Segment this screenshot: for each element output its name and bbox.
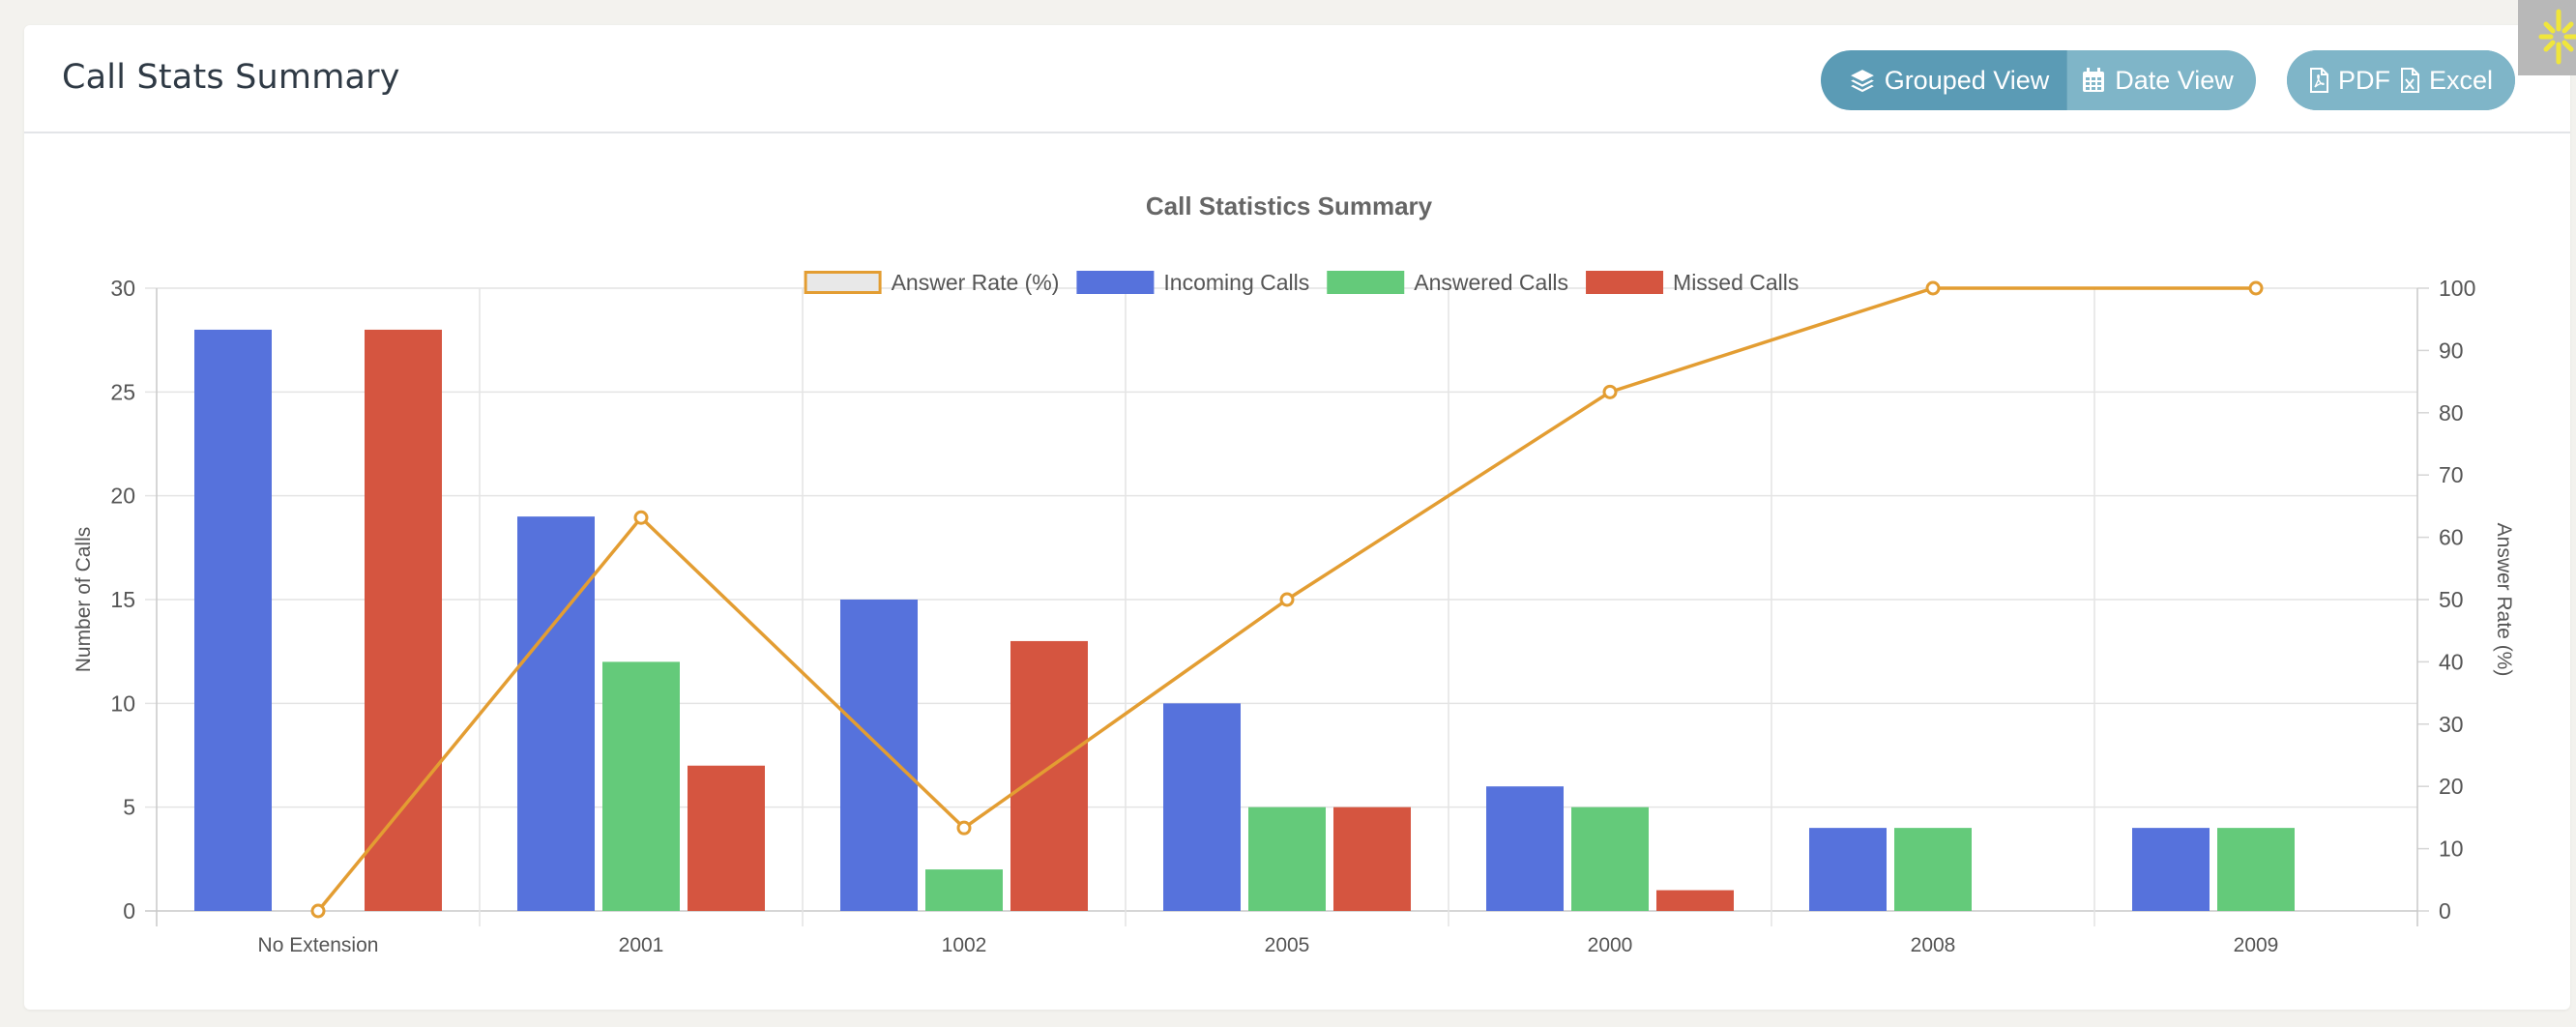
bar-missed-calls bbox=[688, 765, 765, 911]
y2-tick-label: 90 bbox=[2439, 337, 2464, 363]
y-tick-label: 0 bbox=[123, 898, 135, 924]
legend-swatch bbox=[1327, 271, 1405, 294]
x-tick-label: 2008 bbox=[1911, 934, 1956, 956]
chart-title: Call Statistics Summary bbox=[1146, 191, 1433, 220]
pdf-label: PDF bbox=[2338, 65, 2390, 95]
legend-label: Incoming Calls bbox=[1163, 270, 1309, 295]
legend-label: Missed Calls bbox=[1673, 270, 1799, 295]
layers-icon bbox=[1850, 70, 1874, 93]
grouped-view-button[interactable]: Grouped View bbox=[1821, 50, 2066, 110]
x-tick-label: 2005 bbox=[1265, 934, 1310, 956]
bar-incoming-calls bbox=[517, 516, 595, 911]
legend-label: Answer Rate (%) bbox=[892, 270, 1060, 295]
calendar-icon bbox=[2083, 68, 2105, 92]
call-stats-card: Call Stats Summary Grouped View bbox=[24, 25, 2570, 1010]
y2-tick-label: 20 bbox=[2439, 774, 2464, 799]
y-tick-label: 30 bbox=[110, 276, 135, 301]
excel-label: Excel bbox=[2428, 65, 2494, 95]
y2-tick-label: 70 bbox=[2439, 462, 2464, 487]
bar-incoming-calls bbox=[1163, 703, 1241, 911]
bar-answered-calls bbox=[1894, 828, 1972, 911]
grouped-view-label: Grouped View bbox=[1884, 65, 2050, 95]
excel-file-icon bbox=[2400, 68, 2419, 93]
answer-rate-point bbox=[956, 820, 972, 836]
x-tick-label: No Extension bbox=[258, 934, 379, 956]
bar-incoming-calls bbox=[194, 329, 272, 911]
corner-widget[interactable] bbox=[2518, 0, 2576, 75]
x-tick-label: 2001 bbox=[619, 934, 664, 956]
legend-label: Answered Calls bbox=[1414, 270, 1568, 295]
legend-swatch bbox=[1586, 271, 1664, 294]
view-toggle-group: Grouped View Date View bbox=[1821, 50, 2256, 110]
date-view-label: Date View bbox=[2115, 65, 2234, 95]
y2-axis-title: Answer Rate (%) bbox=[2493, 523, 2515, 677]
pdf-file-icon bbox=[2310, 68, 2328, 93]
legend-swatch-answer-rate bbox=[804, 271, 882, 294]
bar-missed-calls bbox=[1656, 890, 1734, 911]
bar-answered-calls bbox=[1571, 807, 1649, 911]
y2-tick-label: 100 bbox=[2439, 276, 2475, 301]
y-tick-label: 5 bbox=[123, 795, 135, 820]
page-title: Call Stats Summary bbox=[62, 58, 400, 97]
date-view-button[interactable]: Date View bbox=[2066, 50, 2256, 110]
excel-export-button[interactable]: Excel bbox=[2395, 50, 2515, 110]
bar-incoming-calls bbox=[1486, 786, 1564, 911]
y2-tick-label: 80 bbox=[2439, 400, 2464, 425]
y2-tick-label: 50 bbox=[2439, 587, 2464, 612]
pdf-export-button[interactable]: PDF bbox=[2287, 50, 2395, 110]
answer-rate-point bbox=[1925, 280, 1941, 296]
card-header: Call Stats Summary Grouped View bbox=[24, 25, 2570, 133]
x-tick-label: 2009 bbox=[2234, 934, 2279, 956]
y2-tick-label: 10 bbox=[2439, 836, 2464, 862]
y2-tick-label: 30 bbox=[2439, 712, 2464, 737]
answer-rate-point bbox=[1279, 592, 1295, 607]
bar-answered-calls bbox=[1248, 807, 1326, 911]
bar-incoming-calls bbox=[1809, 828, 1887, 911]
export-group: PDF Excel bbox=[2287, 50, 2515, 110]
bar-answered-calls bbox=[602, 661, 680, 911]
bar-missed-calls bbox=[365, 329, 442, 911]
bar-answered-calls bbox=[925, 869, 1003, 911]
answer-rate-point bbox=[2248, 280, 2264, 296]
y-tick-label: 20 bbox=[110, 484, 135, 509]
y-axis-title: Number of Calls bbox=[73, 527, 95, 673]
bar-answered-calls bbox=[2217, 828, 2295, 911]
answer-rate-point bbox=[633, 510, 649, 525]
bar-incoming-calls bbox=[840, 600, 918, 911]
answer-rate-point bbox=[1602, 384, 1618, 399]
bar-missed-calls bbox=[1333, 807, 1411, 911]
legend-swatch bbox=[1076, 271, 1155, 294]
y2-tick-label: 0 bbox=[2439, 898, 2451, 924]
x-tick-label: 2000 bbox=[1588, 934, 1633, 956]
x-tick-label: 1002 bbox=[942, 934, 987, 956]
sparkle-icon bbox=[2538, 9, 2576, 65]
y-tick-label: 15 bbox=[110, 587, 135, 612]
call-statistics-chart: 0 5 10 15 20 25 30 0 10 20 30 40 50 60 70 80 90 100 No Ext… bbox=[73, 191, 2515, 956]
bar-incoming-calls bbox=[2132, 828, 2210, 911]
answer-rate-point bbox=[310, 903, 326, 919]
y2-tick-label: 40 bbox=[2439, 649, 2464, 674]
bar-missed-calls bbox=[1010, 640, 1088, 911]
y2-tick-label: 60 bbox=[2439, 525, 2464, 550]
y-tick-label: 10 bbox=[110, 690, 135, 716]
y-tick-label: 25 bbox=[110, 379, 135, 404]
